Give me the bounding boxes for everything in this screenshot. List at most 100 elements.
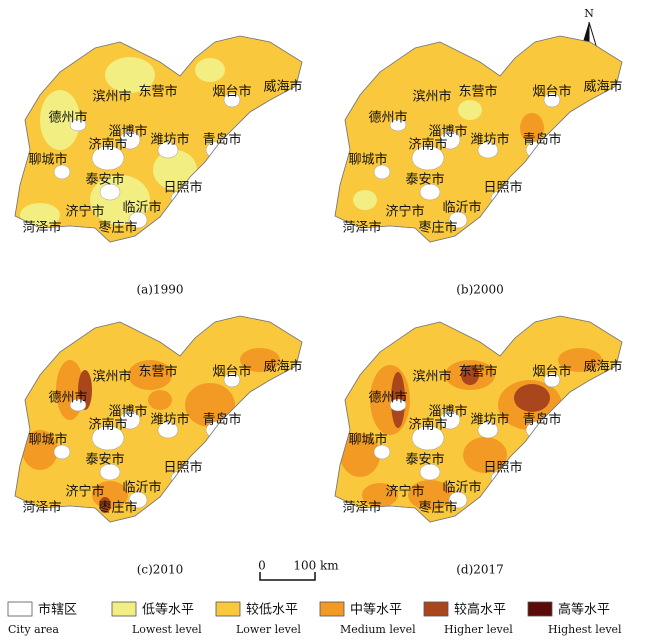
legend-en: Highest level bbox=[548, 623, 622, 636]
level-area bbox=[520, 113, 544, 143]
level-area bbox=[195, 58, 225, 82]
legend-zh: 较高水平 bbox=[454, 602, 506, 618]
city-label: 泰安市 bbox=[85, 452, 124, 468]
city-label: 聊城市 bbox=[28, 432, 67, 448]
city-label: 东营市 bbox=[138, 84, 177, 100]
city-area bbox=[128, 491, 148, 509]
city-label: 潍坊市 bbox=[470, 132, 509, 148]
legend-zh: 中等水平 bbox=[350, 602, 402, 618]
city-label: 青岛市 bbox=[522, 132, 561, 148]
city-label: 潍坊市 bbox=[150, 132, 189, 148]
city-label: 日照市 bbox=[163, 460, 202, 476]
city-area bbox=[223, 372, 241, 388]
level-areas bbox=[22, 348, 280, 513]
scale-bar: 0 100 km bbox=[258, 559, 339, 581]
city-label: 滨州市 bbox=[412, 89, 451, 105]
city-label: 聊城市 bbox=[348, 152, 387, 168]
scale-zero: 0 bbox=[258, 559, 266, 573]
city-label: 泰安市 bbox=[405, 452, 444, 468]
panel-caption: (b)2000 bbox=[456, 283, 504, 297]
level-area bbox=[240, 348, 280, 372]
city-label: 临沂市 bbox=[442, 200, 481, 216]
city-label: 济宁市 bbox=[65, 204, 104, 220]
level-area bbox=[22, 430, 58, 470]
city-label: 济南市 bbox=[88, 137, 127, 153]
scale-distance: 100 km bbox=[293, 559, 339, 573]
city-label: 淄博市 bbox=[428, 404, 467, 420]
city-area bbox=[99, 183, 121, 201]
city-label: 青岛市 bbox=[202, 132, 241, 148]
city-area bbox=[157, 141, 179, 159]
city-area bbox=[543, 372, 561, 388]
city-area bbox=[223, 92, 241, 108]
city-label: 济南市 bbox=[408, 137, 447, 153]
city-label: 临沂市 bbox=[122, 480, 161, 496]
legend-swatch bbox=[527, 601, 553, 617]
city-area bbox=[91, 425, 125, 451]
city-label: 泰安市 bbox=[85, 172, 124, 188]
level-area bbox=[408, 480, 452, 510]
city-area bbox=[439, 410, 461, 430]
city-label: 青岛市 bbox=[522, 412, 561, 428]
city-area bbox=[91, 145, 125, 171]
north-label: N bbox=[584, 7, 594, 20]
city-label: 枣庄市 bbox=[418, 500, 457, 516]
city-area bbox=[389, 118, 407, 132]
city-label: 菏泽市 bbox=[342, 220, 381, 236]
province-border bbox=[334, 35, 623, 243]
city-area bbox=[411, 145, 445, 171]
province-border bbox=[14, 35, 303, 243]
legend-swatch bbox=[111, 601, 137, 617]
city-label: 临沂市 bbox=[122, 200, 161, 216]
city-area bbox=[69, 398, 87, 412]
city-label: 烟台市 bbox=[532, 84, 571, 100]
city-label: 济宁市 bbox=[385, 204, 424, 220]
city-area bbox=[411, 425, 445, 451]
level-area bbox=[185, 383, 235, 427]
level-area bbox=[362, 483, 398, 507]
city-area bbox=[119, 410, 141, 430]
city-area bbox=[373, 164, 391, 180]
legend-zh: 低等水平 bbox=[142, 602, 194, 618]
legend-en: Medium level bbox=[340, 623, 416, 636]
city-label: 烟台市 bbox=[212, 364, 251, 380]
city-label: 枣庄市 bbox=[418, 220, 457, 236]
map-panels: 滨州市 东营市 烟台市 威海市德州市淄博市潍坊市 青岛市济南市聊城市泰安市日照市济宁市临… bbox=[14, 35, 623, 577]
city-label: 青岛市 bbox=[202, 412, 241, 428]
legend-en: City area bbox=[8, 623, 59, 636]
city-label: 枣庄市 bbox=[98, 220, 137, 236]
city-label: 淄博市 bbox=[108, 404, 147, 420]
city-area bbox=[99, 463, 121, 481]
city-label: 泰安市 bbox=[405, 172, 444, 188]
level-area bbox=[128, 360, 172, 390]
legend-swatch bbox=[215, 601, 241, 617]
level-area bbox=[558, 348, 602, 372]
city-label: 济南市 bbox=[408, 417, 447, 433]
city-label: 济宁市 bbox=[385, 484, 424, 500]
city-area bbox=[439, 130, 461, 150]
city-label: 滨州市 bbox=[412, 369, 451, 385]
city-label: 淄博市 bbox=[428, 124, 467, 140]
level-area bbox=[105, 57, 155, 93]
city-label: 聊城市 bbox=[348, 432, 387, 448]
city-label: 枣庄市 bbox=[98, 500, 137, 516]
city-label: 潍坊市 bbox=[150, 412, 189, 428]
level-area bbox=[148, 390, 172, 410]
legend-zh: 高等水平 bbox=[558, 602, 610, 618]
city-label: 菏泽市 bbox=[22, 220, 61, 236]
city-label: 烟台市 bbox=[532, 364, 571, 380]
city-label: 临沂市 bbox=[442, 480, 481, 496]
city-label: 潍坊市 bbox=[470, 412, 509, 428]
city-label: 东营市 bbox=[458, 364, 497, 380]
city-area bbox=[543, 92, 561, 108]
city-label: 威海市 bbox=[263, 79, 302, 95]
level-area bbox=[461, 365, 479, 385]
city-label: 德州市 bbox=[368, 110, 407, 126]
level-area bbox=[153, 150, 197, 190]
city-area bbox=[419, 463, 441, 481]
city-label: 日照市 bbox=[163, 180, 202, 196]
